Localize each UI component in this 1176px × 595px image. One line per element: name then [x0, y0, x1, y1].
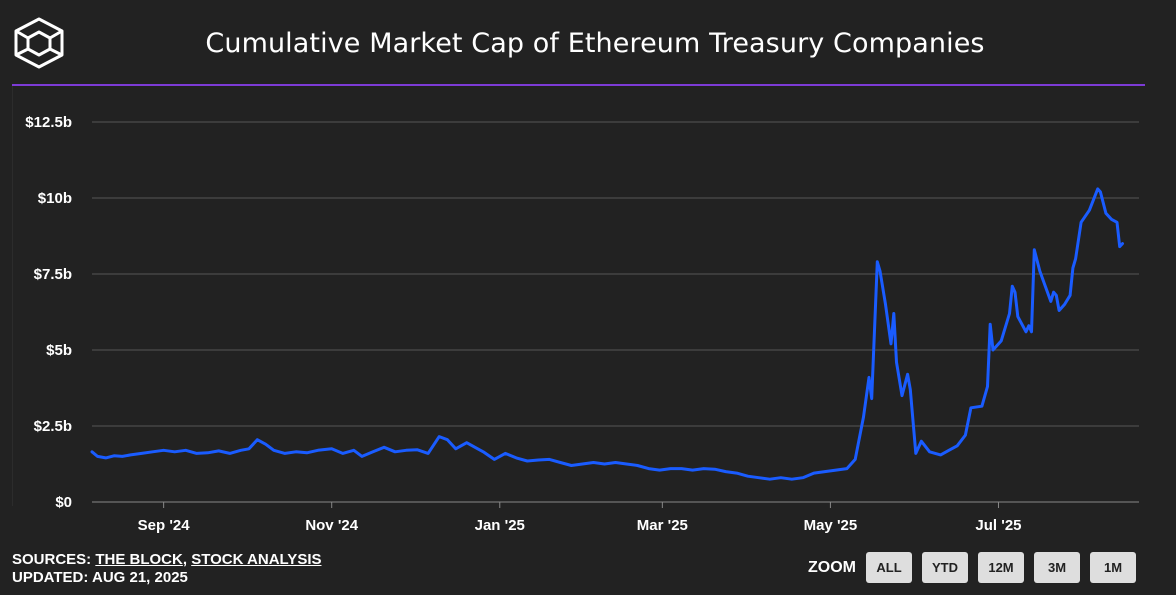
series-line	[90, 187, 1124, 481]
y-tick-label: $10b	[38, 190, 72, 207]
zoom-label: ZOOM	[808, 558, 856, 576]
zoom-all-button[interactable]: ALL	[866, 552, 912, 583]
y-tick-label: $0	[55, 494, 72, 511]
sources-separator: ,	[182, 551, 192, 568]
x-tick-label: Jul '25	[975, 517, 1021, 534]
x-tick-label: Jan '25	[475, 517, 525, 534]
y-tick-label: $12.5b	[25, 114, 72, 131]
y-tick-label: $5b	[46, 342, 72, 359]
zoom-3m-button[interactable]: 3M	[1034, 552, 1080, 583]
cube-logo-icon	[12, 16, 66, 70]
x-tick-label: Nov '24	[305, 517, 358, 534]
updated-date: UPDATED: AUG 21, 2025	[12, 569, 188, 586]
footer: SOURCES: THE BLOCK, STOCK ANALYSIS UPDAT…	[12, 551, 322, 587]
x-tick-label: Sep '24	[138, 517, 191, 534]
x-tick-label: May '25	[804, 517, 858, 534]
x-tick-label: Mar '25	[637, 517, 688, 534]
zoom-1m-button[interactable]: 1M	[1090, 552, 1136, 583]
sources-line: SOURCES: THE BLOCK, STOCK ANALYSIS	[12, 551, 322, 569]
zoom-controls: ZOOM ALL YTD 12M 3M 1M	[808, 552, 1146, 583]
left-border	[12, 86, 13, 506]
sources-prefix: SOURCES:	[12, 551, 96, 568]
zoom-12m-button[interactable]: 12M	[978, 552, 1024, 583]
zoom-ytd-button[interactable]: YTD	[922, 552, 968, 583]
line-chart: $0 $2.5b $5b $7.5b $10b $12.5b Sep '24 Nov '24 J…	[25, 114, 1139, 534]
source-link-the-block[interactable]: THE BLOCK	[95, 551, 183, 568]
source-link-stock-analysis[interactable]: STOCK ANALYSIS	[191, 551, 322, 568]
y-tick-label: $7.5b	[34, 266, 72, 283]
y-tick-label: $2.5b	[34, 418, 72, 435]
chart-title: Cumulative Market Cap of Ethereum Treasu…	[205, 28, 985, 59]
title-divider	[12, 84, 1145, 86]
